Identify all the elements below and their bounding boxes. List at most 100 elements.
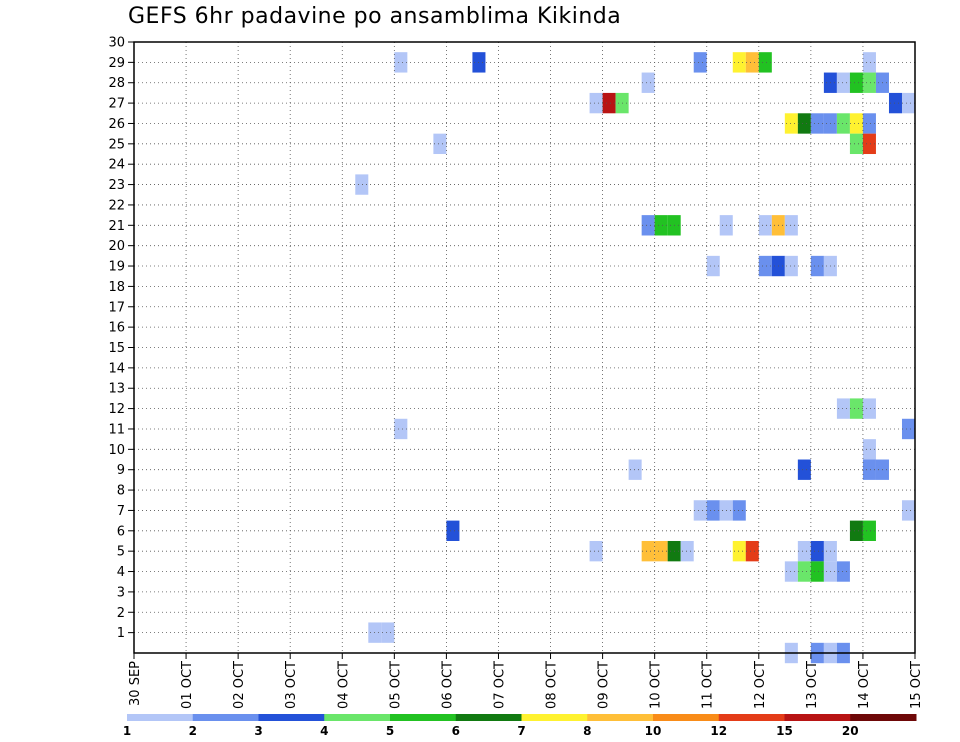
heatmap-cell xyxy=(706,255,720,277)
heatmap-cell xyxy=(784,561,798,582)
heatmap-cell xyxy=(862,133,876,155)
y-tick-label: 1 xyxy=(117,626,125,641)
colorbar-label: 7 xyxy=(517,724,525,738)
y-tick-label: 8 xyxy=(117,484,125,499)
y-tick-label: 6 xyxy=(117,524,125,539)
colorbar-segment xyxy=(587,714,654,721)
heatmap-cell xyxy=(628,459,642,480)
colorbar-label: 5 xyxy=(386,724,394,738)
colorbar-segment xyxy=(127,714,194,721)
x-tick-label: 09 OCT xyxy=(597,661,612,709)
heatmap-cell xyxy=(849,520,863,541)
heatmap-cell xyxy=(758,255,772,277)
x-tick-label: 11 OCT xyxy=(701,661,716,709)
y-tick-label: 7 xyxy=(117,504,125,519)
y-tick-label: 26 xyxy=(108,117,125,132)
heatmap-cell xyxy=(810,540,824,562)
x-tick-label: 10 OCT xyxy=(649,661,664,709)
heatmap-cell xyxy=(810,113,824,134)
heatmap-cell xyxy=(797,113,811,134)
heatmap-cell xyxy=(394,52,408,73)
y-tick-label: 11 xyxy=(108,422,125,437)
colorbar-label: 6 xyxy=(452,724,460,738)
colorbar-label: 2 xyxy=(189,724,197,738)
x-tick-label: 12 OCT xyxy=(753,661,768,709)
heatmap-cell xyxy=(654,215,668,236)
heatmap-cell xyxy=(693,500,707,521)
x-tick-label: 08 OCT xyxy=(545,661,560,709)
heatmap-cell xyxy=(732,500,746,521)
colorbar-label: 15 xyxy=(776,724,793,738)
colorbar-label: 10 xyxy=(645,724,662,738)
y-tick-label: 16 xyxy=(108,321,125,336)
y-tick-label: 10 xyxy=(108,443,125,458)
x-tick-label: 02 OCT xyxy=(232,661,247,709)
y-tick-label: 3 xyxy=(117,585,125,600)
heatmap-cell xyxy=(862,520,876,541)
heatmap-cell xyxy=(862,52,876,73)
heatmap-cell xyxy=(836,561,850,582)
y-tick-label: 28 xyxy=(108,76,125,91)
heatmap-cell xyxy=(602,92,616,114)
colorbar-segment xyxy=(850,714,917,721)
y-tick-label: 18 xyxy=(108,280,125,295)
heatmap-cell xyxy=(355,174,369,195)
colorbar: 1 2 3 4 5 6 7 8 10 12 15 20 xyxy=(123,714,917,738)
heatmap-cell xyxy=(654,540,668,562)
x-tick-label: 14 OCT xyxy=(857,661,872,709)
heatmap-cell xyxy=(862,398,876,419)
heatmap-cell xyxy=(849,133,863,155)
heatmap-cell xyxy=(641,72,655,93)
colorbar-segment xyxy=(192,714,259,721)
heatmap-cell xyxy=(862,459,876,480)
colorbar-segment xyxy=(455,714,522,721)
colorbar-label: 12 xyxy=(710,724,727,738)
heatmap-cell xyxy=(732,52,746,73)
heatmap-cell xyxy=(849,72,863,93)
heatmap-cell xyxy=(784,113,798,134)
heatmap-cell xyxy=(862,72,876,93)
x-tick-label: 15 OCT xyxy=(909,661,924,709)
heatmap-cell xyxy=(745,52,759,73)
y-tick-label: 22 xyxy=(108,198,125,213)
colorbar-segment xyxy=(784,714,851,721)
heatmap-cell xyxy=(706,500,720,521)
y-tick-label: 25 xyxy=(108,137,125,152)
colorbar-segment xyxy=(653,714,720,721)
heatmap-cell xyxy=(901,500,915,521)
y-tick-label: 29 xyxy=(108,56,125,71)
x-tick-label: 01 OCT xyxy=(180,661,195,709)
x-tick-label: 07 OCT xyxy=(492,661,507,709)
colorbar-segment xyxy=(324,714,391,721)
y-tick-label: 14 xyxy=(108,361,125,376)
colorbar-label: 1 xyxy=(123,724,131,738)
y-tick-label: 9 xyxy=(117,463,125,478)
y-tick-label: 12 xyxy=(108,402,125,417)
colorbar-segment xyxy=(521,714,588,721)
x-tick-label: 13 OCT xyxy=(805,661,820,709)
heatmap-cell xyxy=(797,561,811,582)
heatmap-cell xyxy=(693,52,707,73)
colorbar-segment xyxy=(258,714,325,721)
heatmap-cells xyxy=(355,52,915,664)
y-axis-ticks: 1234567891011121314151617181920212223242… xyxy=(108,36,134,641)
colorbar-segment xyxy=(718,714,785,721)
heatmap-cell xyxy=(849,398,863,419)
heatmap-cell xyxy=(394,418,408,440)
heatmap-cell xyxy=(810,255,824,277)
y-tick-label: 4 xyxy=(117,565,125,580)
y-tick-label: 30 xyxy=(108,36,125,51)
heatmap-cell xyxy=(758,215,772,236)
y-tick-label: 20 xyxy=(108,239,125,254)
heatmap-cell xyxy=(433,133,447,155)
heatmap-cell xyxy=(446,520,460,541)
heatmap-cell xyxy=(732,540,746,562)
x-tick-label: 06 OCT xyxy=(440,661,455,709)
heatmap-cell xyxy=(680,540,694,562)
y-tick-label: 19 xyxy=(108,260,125,275)
chart-title: GEFS 6hr padavine po ansamblima Kikinda xyxy=(128,4,622,29)
heatmap-cell xyxy=(641,540,655,562)
heatmap-cell xyxy=(589,540,603,562)
heatmap-cell xyxy=(901,418,915,440)
